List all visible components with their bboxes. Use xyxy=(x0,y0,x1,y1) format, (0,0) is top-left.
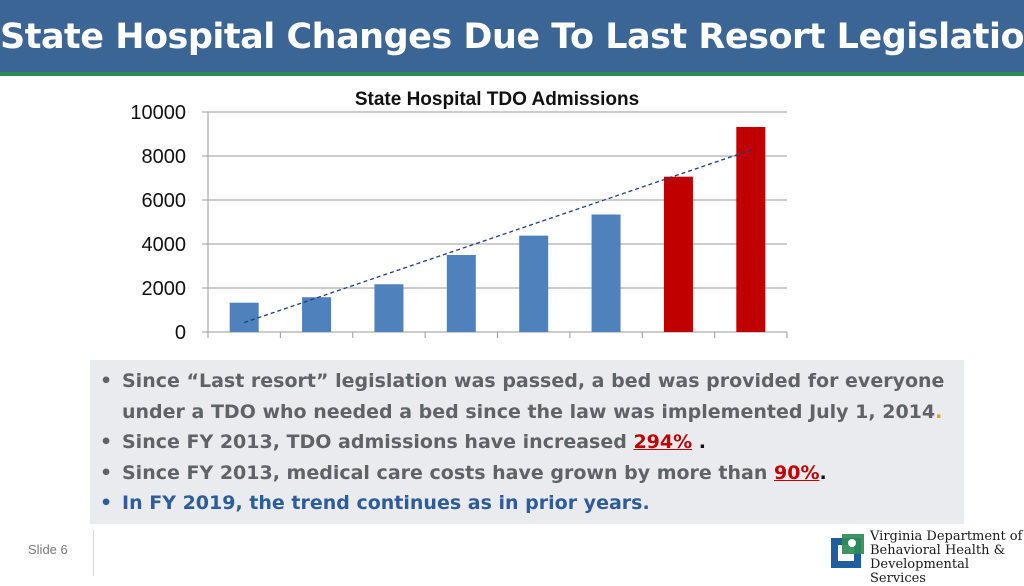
tdo-admissions-chart: State Hospital TDO Admissions 0 2000 4000 6… xyxy=(130,89,788,379)
footer-divider xyxy=(93,530,94,576)
bar-fy20 xyxy=(736,126,766,333)
y-tick-label: 10000 xyxy=(130,102,186,124)
bullet-end: . xyxy=(819,461,827,484)
bullet-item-last-resort: • Since “Last resort” legislation was pas… xyxy=(100,370,945,423)
y-tick-label: 4000 xyxy=(142,234,187,256)
bar-fy13 xyxy=(229,302,259,332)
bar-fy14 xyxy=(302,297,332,332)
admissions-percent: 294% xyxy=(633,431,693,453)
bullet-item-admissions: • Since FY 2013, TDO admissions have incr… xyxy=(100,431,706,453)
slide-title: State Hospital Changes Due To Last Resor… xyxy=(0,17,1024,57)
chart-title: State Hospital TDO Admissions xyxy=(355,89,639,110)
logo-line: Virginia Department of xyxy=(870,529,1023,544)
y-tick-label: 2000 xyxy=(142,278,187,300)
bullet-item-costs: • Since FY 2013, medical care costs have … xyxy=(100,461,827,484)
bar-fy17 xyxy=(519,235,549,332)
bullet-panel: • Since “Last resort” legislation was pas… xyxy=(90,360,964,524)
logo-line: Behavioral Health & xyxy=(870,543,1006,558)
bar-fy15 xyxy=(374,284,404,332)
title-underline xyxy=(0,72,1024,76)
logo-line: Developmental Services xyxy=(870,557,969,586)
y-tick-label: 6000 xyxy=(142,190,187,212)
title-bar: State Hospital Changes Due To Last Resor… xyxy=(0,0,1024,76)
bar-fy16 xyxy=(446,255,476,332)
footer: Slide 6 Virginia Department of Behaviora… xyxy=(0,528,1024,586)
bullet-text: In FY 2019, the trend continues as in pr… xyxy=(122,492,650,514)
bar-fy19 xyxy=(663,176,693,332)
trendline xyxy=(243,148,756,324)
dbhds-logo-text: Virginia Department of Behavioral Health… xyxy=(870,530,1024,586)
bullet-text: Since FY 2013, medical care costs have g… xyxy=(122,461,774,484)
y-tick-label: 8000 xyxy=(142,146,187,168)
bullet-period: . xyxy=(935,400,943,423)
bullet-end: . xyxy=(692,431,706,453)
costs-percent: 90% xyxy=(774,461,820,484)
bar-fy18 xyxy=(591,214,621,332)
bullet-text: Since “Last resort” legislation was pass… xyxy=(122,370,945,423)
bullet-text: Since FY 2013, TDO admissions have incre… xyxy=(122,431,634,453)
slide-number: Slide 6 xyxy=(28,542,68,557)
dbhds-logo-icon xyxy=(831,534,864,568)
bullet-item-trend: • In FY 2019, the trend continues as in p… xyxy=(100,492,650,514)
y-tick-label: 0 xyxy=(175,322,186,344)
